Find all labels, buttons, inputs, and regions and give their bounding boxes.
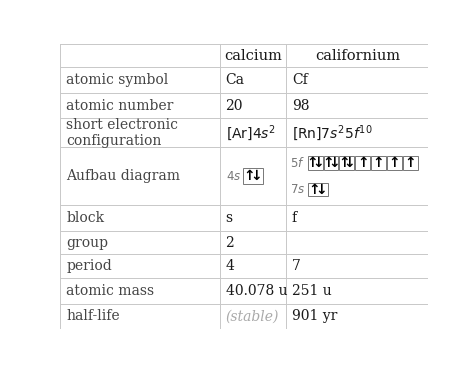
Text: s: s [226,211,233,225]
Text: ↑: ↑ [244,169,255,183]
Bar [308,183,328,196]
Bar [371,156,386,170]
Text: $7s$: $7s$ [290,183,306,196]
Bar [387,156,402,170]
Text: 7: 7 [292,259,301,273]
Text: 20: 20 [226,98,243,112]
Bar [308,156,323,170]
Text: 901 yr: 901 yr [292,309,337,323]
Text: group: group [66,236,108,250]
Bar [356,156,370,170]
Text: Cf: Cf [292,73,307,87]
Text: $5f$: $5f$ [290,156,305,170]
Text: half-life: half-life [66,309,120,323]
Bar [324,156,338,170]
Text: ↓: ↓ [251,169,262,183]
Text: Ca: Ca [226,73,245,87]
Text: ↑: ↑ [308,182,320,196]
Bar [339,156,354,170]
Text: ↑: ↑ [388,156,400,170]
Text: ↑: ↑ [405,156,416,170]
Text: $\mathregular{[Rn]7}s^{2}\mathregular{5}f^{10}$: $\mathregular{[Rn]7}s^{2}\mathregular{5}… [292,123,373,143]
Text: atomic symbol: atomic symbol [66,73,169,87]
Text: ↓: ↓ [328,156,339,170]
Text: calcium: calcium [224,49,282,63]
Text: 251 u: 251 u [292,284,332,298]
Text: 4: 4 [226,259,234,273]
Text: period: period [66,259,112,273]
Text: ↑: ↑ [338,156,350,170]
Text: $4s$: $4s$ [226,170,241,183]
Text: ↑: ↑ [307,156,318,170]
Text: Aufbau diagram: Aufbau diagram [66,169,180,183]
Text: short electronic
configuration: short electronic configuration [66,118,178,148]
Text: 2: 2 [226,236,234,250]
Text: californium: californium [315,49,400,63]
Text: atomic mass: atomic mass [66,284,154,298]
Text: 40.078 u: 40.078 u [226,284,287,298]
Bar [403,156,418,170]
Bar [243,168,263,184]
Text: 98: 98 [292,98,309,112]
Text: atomic number: atomic number [66,98,174,112]
Text: f: f [292,211,297,225]
Text: ↓: ↓ [312,156,324,170]
Text: ↑: ↑ [357,156,368,170]
Text: block: block [66,211,104,225]
Text: ↑: ↑ [323,156,334,170]
Text: ↓: ↓ [316,182,327,196]
Text: ↑: ↑ [373,156,385,170]
Text: (stable): (stable) [226,309,279,323]
Text: ↓: ↓ [344,156,356,170]
Text: $\mathregular{[Ar]4}s^{2}$: $\mathregular{[Ar]4}s^{2}$ [226,123,276,143]
